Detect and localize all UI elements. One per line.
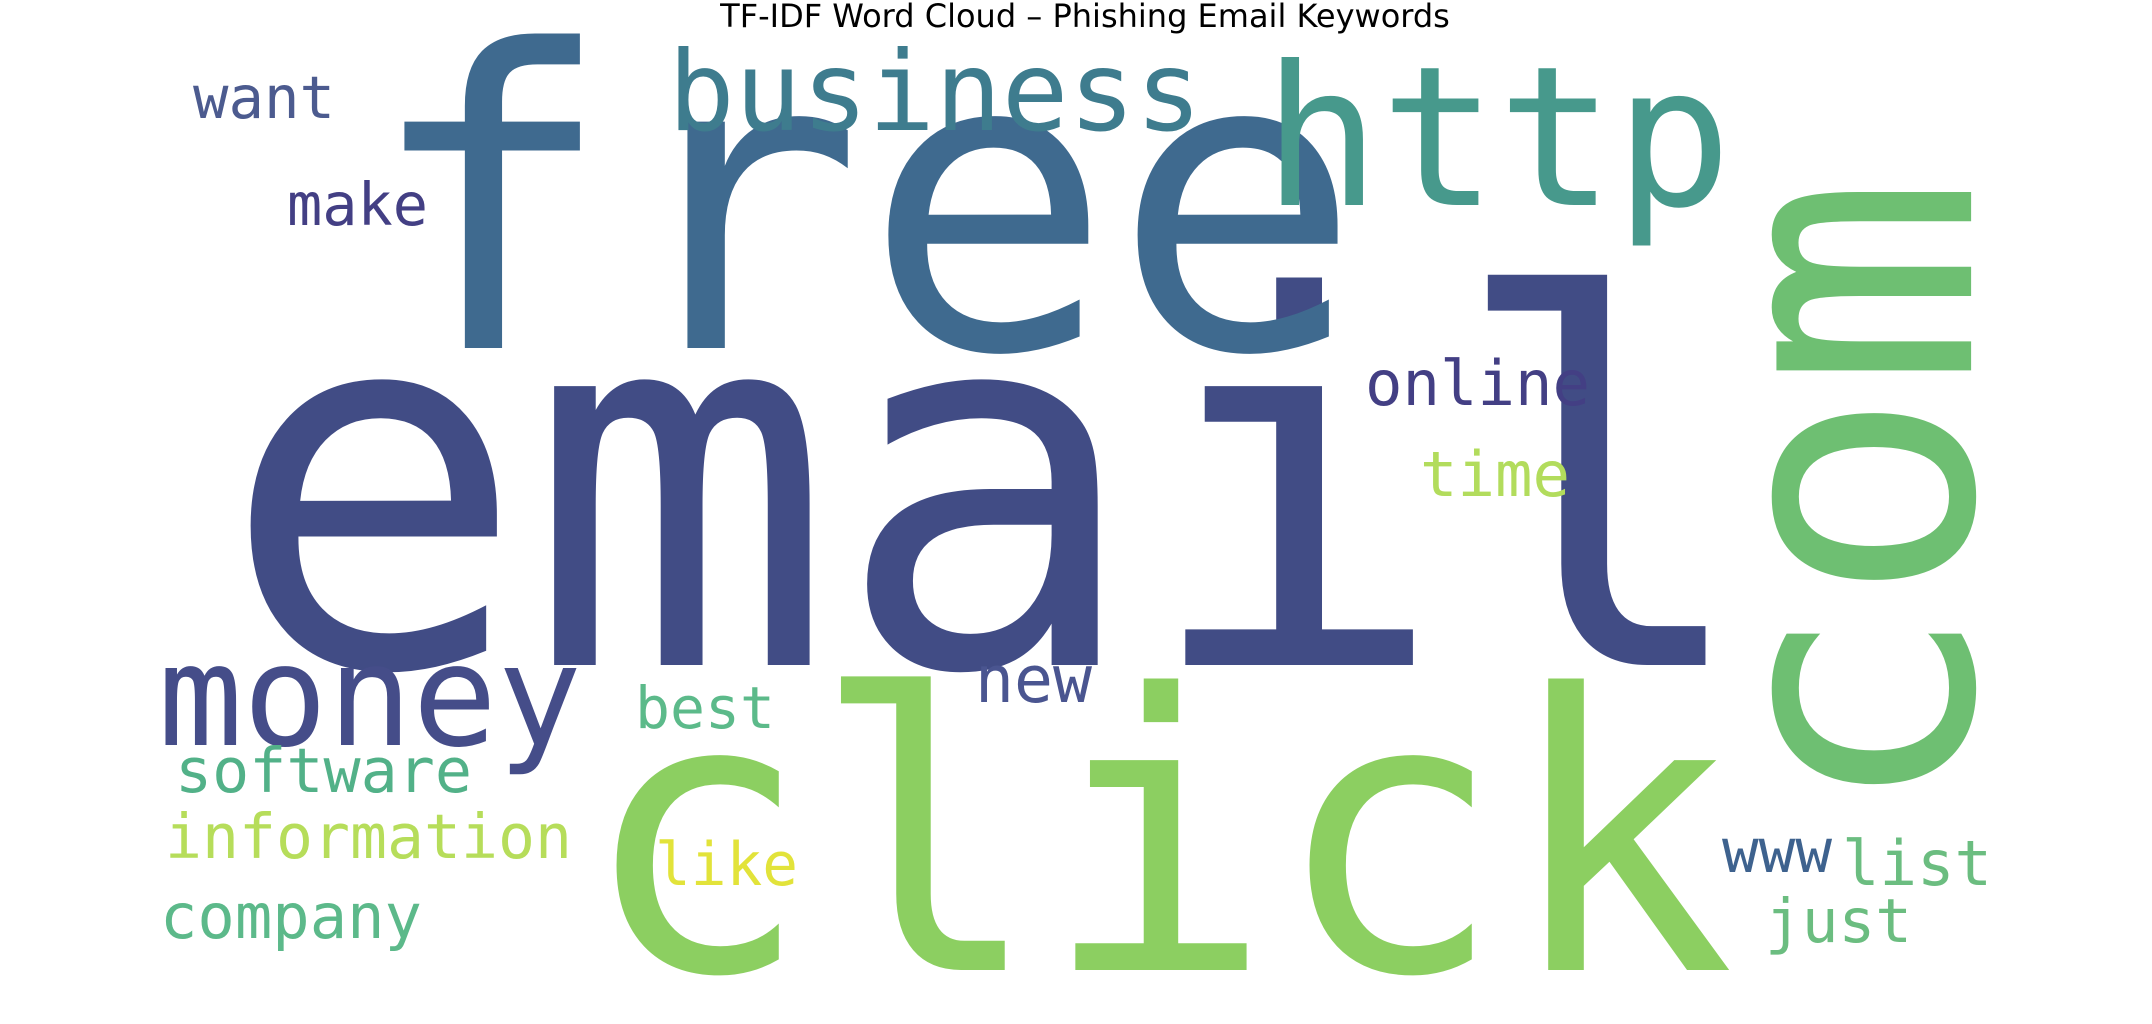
- word-new: new: [975, 643, 1093, 718]
- word-information: information: [165, 801, 572, 873]
- word-online: online: [1365, 347, 1590, 420]
- word-click: click: [580, 615, 1735, 1024]
- word-com: com: [1641, 175, 2055, 818]
- word-time: time: [1420, 438, 1570, 511]
- word-like: like: [655, 831, 798, 900]
- word-www: www: [1722, 816, 1832, 887]
- word-best: best: [635, 674, 775, 742]
- word-free: free: [365, 0, 1362, 446]
- word-want: want: [193, 63, 335, 132]
- word-just: just: [1765, 886, 1912, 957]
- chart-title: TF-IDF Word Cloud – Phishing Email Keywo…: [719, 0, 1450, 35]
- word-company: company: [160, 880, 422, 953]
- word-money: money: [158, 615, 582, 779]
- word-email: email: [220, 193, 1755, 786]
- word-software: software: [175, 735, 472, 807]
- word-business: business: [668, 28, 1202, 157]
- word-http: http: [1263, 24, 1732, 251]
- word-list: list: [1842, 827, 1992, 900]
- word-make: make: [287, 171, 428, 239]
